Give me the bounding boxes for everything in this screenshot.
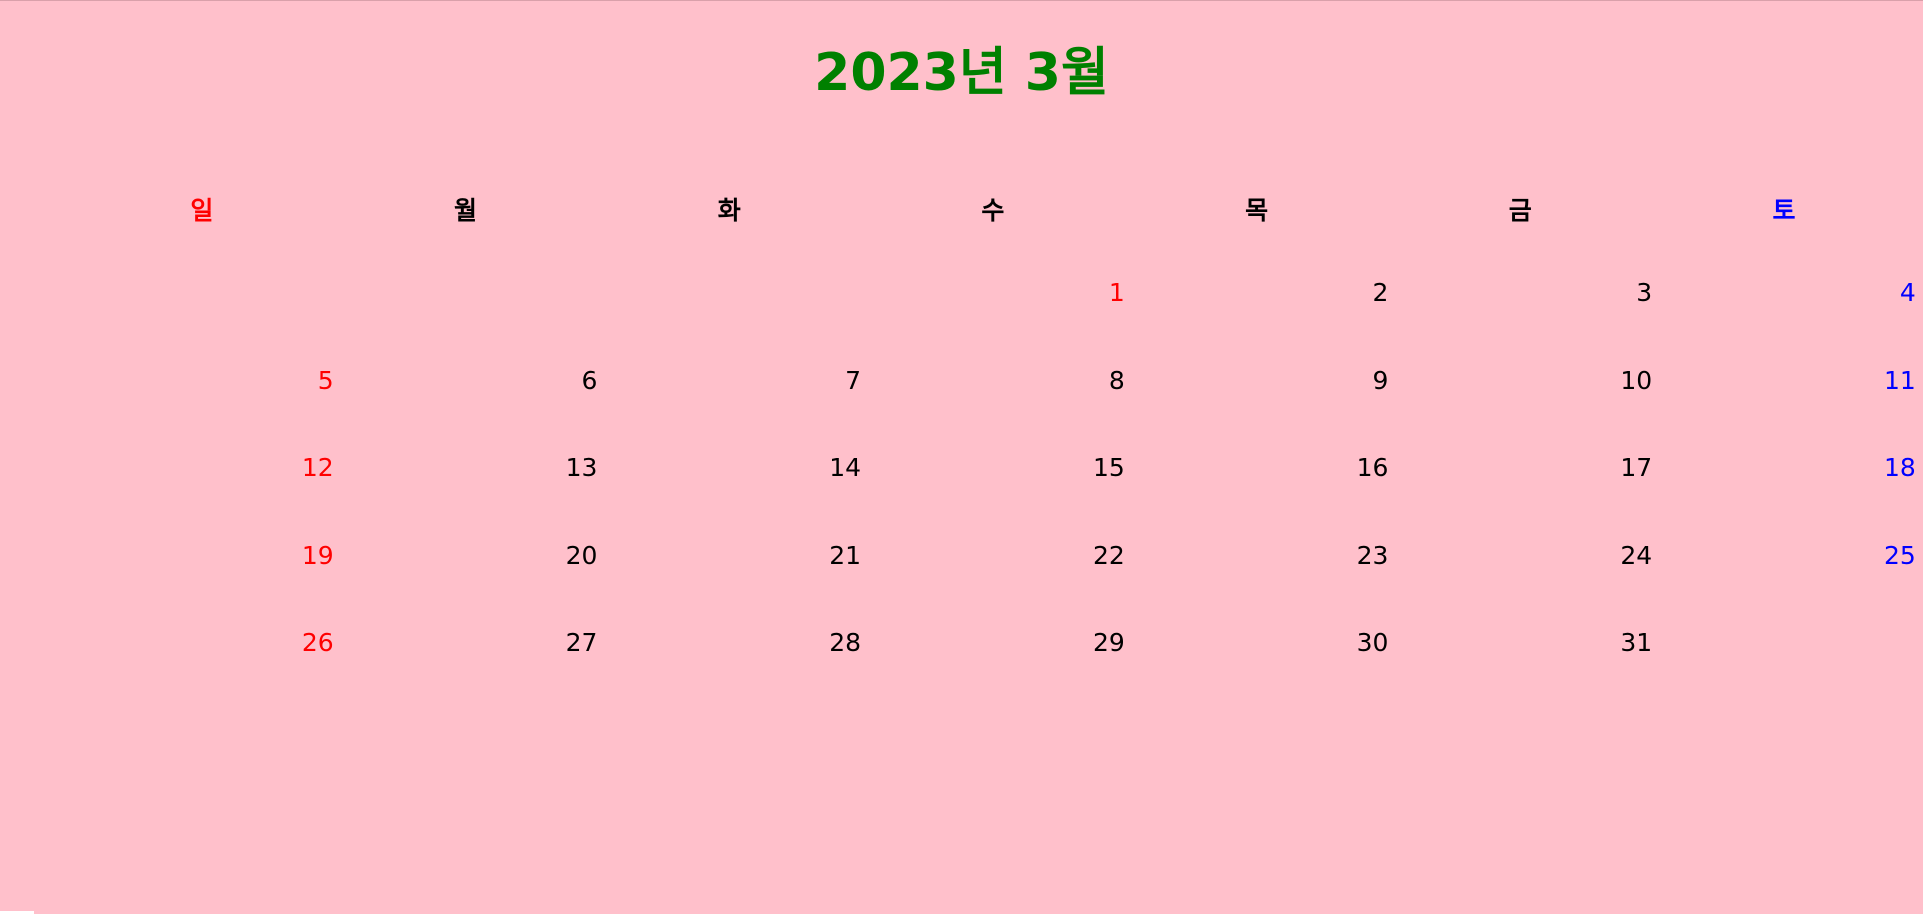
day-cell: 25: [1884, 540, 1916, 570]
day-cell: 5: [317, 365, 334, 395]
day-cell: 19: [301, 540, 334, 570]
day-cell: 21: [829, 540, 862, 570]
day-cell: [70, 249, 334, 337]
day-cell: 3: [1636, 278, 1653, 307]
day-cell: [1652, 599, 1916, 687]
weekday-sat: 토: [1772, 196, 1796, 225]
weekday-fri: 금: [1508, 196, 1532, 225]
day-cell: 2: [1372, 278, 1389, 307]
day-cell: [334, 249, 598, 337]
day-cell: 6: [581, 365, 598, 395]
calendar-grid: 일 월 화 수 목 금 토 1 2 3 4 5 6 7 8 9 10 11 12…: [70, 173, 1915, 687]
weekday-mon: 월: [454, 196, 478, 225]
weekday-wed: 수: [981, 196, 1005, 225]
weekday-thu: 목: [1245, 196, 1269, 225]
day-cell: 14: [829, 453, 862, 482]
day-cell: 23: [1356, 540, 1389, 570]
day-cell: 20: [565, 540, 598, 570]
day-cell: 31: [1620, 628, 1653, 657]
day-cell: 24: [1620, 540, 1653, 570]
weekday-sun: 일: [190, 196, 214, 225]
day-cell: 22: [1092, 540, 1125, 570]
day-cell: 13: [565, 453, 598, 482]
day-cell: 10: [1620, 365, 1653, 395]
day-cell: 1: [1108, 278, 1125, 307]
day-cell: 9: [1372, 365, 1389, 395]
day-cell: 26: [301, 628, 334, 657]
day-cell: 27: [565, 628, 598, 657]
day-cell: 28: [829, 628, 862, 657]
day-cell: 17: [1620, 453, 1653, 482]
day-cell: 12: [301, 453, 334, 482]
day-cell: 4: [1899, 278, 1916, 307]
day-cell: 8: [1108, 365, 1125, 395]
day-cell: 11: [1884, 365, 1916, 395]
day-cell: [597, 249, 861, 337]
weekday-tue: 화: [717, 196, 741, 225]
day-cell: 16: [1356, 453, 1389, 482]
day-cell: 18: [1884, 453, 1916, 482]
day-cell: 15: [1092, 453, 1125, 482]
calendar-title: 2023년 3월: [814, 43, 1109, 103]
day-cell: 7: [845, 365, 862, 395]
day-cell: 29: [1092, 628, 1125, 657]
corner-strip: [0, 911, 34, 914]
day-cell: 30: [1356, 628, 1389, 657]
